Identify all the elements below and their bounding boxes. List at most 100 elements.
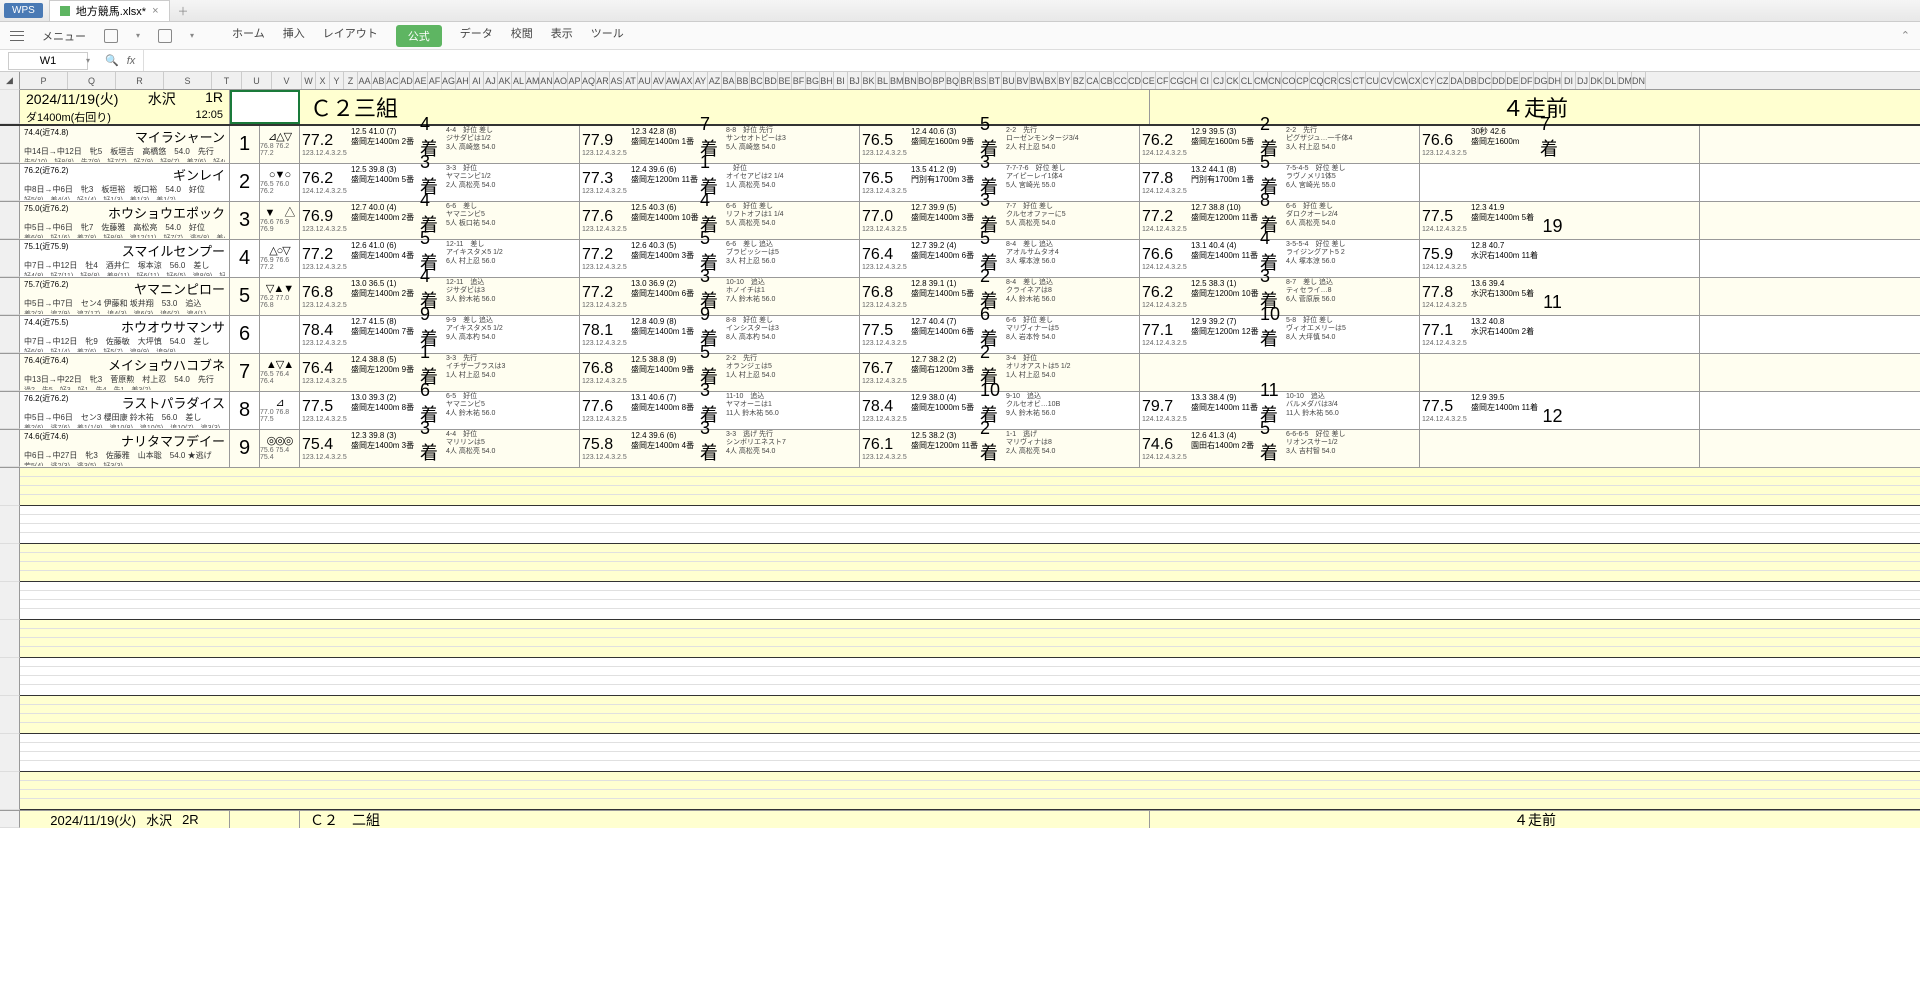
menu-ツール[interactable]: ツール [591,25,624,47]
col-header[interactable]: DH [1548,72,1562,89]
col-header[interactable]: CY [1422,72,1436,89]
row-header[interactable] [0,126,20,163]
col-header[interactable]: AT [624,72,638,89]
col-header[interactable]: P [20,72,68,89]
col-header[interactable]: AX [680,72,694,89]
col-header[interactable]: S [164,72,212,89]
add-tab-icon[interactable]: ＋ [178,3,189,19]
collapse-icon[interactable]: ⌃ [1901,29,1910,42]
row-header[interactable] [0,620,20,658]
selected-cell[interactable] [230,90,300,124]
col-header[interactable]: DJ [1576,72,1590,89]
col-header[interactable]: BB [736,72,750,89]
menu-表示[interactable]: 表示 [551,25,573,47]
col-header[interactable]: AK [498,72,512,89]
col-header[interactable]: BD [764,72,778,89]
col-header[interactable]: AN [540,72,554,89]
col-header[interactable]: DA [1450,72,1464,89]
undo-icon[interactable] [158,29,172,43]
col-header[interactable]: BY [1058,72,1072,89]
row-header[interactable] [0,468,20,506]
hamburger-icon[interactable] [10,31,24,41]
col-header[interactable]: CZ [1436,72,1450,89]
col-header[interactable]: BQ [946,72,960,89]
formula-input[interactable] [143,50,1920,71]
row-header[interactable] [0,734,20,772]
col-header[interactable]: BU [1002,72,1016,89]
col-header[interactable]: DK [1590,72,1604,89]
row-header[interactable] [0,772,20,810]
row-header[interactable] [0,658,20,696]
col-header[interactable]: CJ [1212,72,1226,89]
row-header[interactable] [0,544,20,582]
col-header[interactable]: BV [1016,72,1030,89]
col-header[interactable]: BC [750,72,764,89]
row-header[interactable] [0,164,20,201]
col-header[interactable]: CW [1394,72,1408,89]
col-header[interactable]: DL [1604,72,1618,89]
col-header[interactable]: CF [1156,72,1170,89]
row-header[interactable] [0,506,20,544]
col-header[interactable]: BW [1030,72,1044,89]
col-header[interactable]: CX [1408,72,1422,89]
col-header[interactable]: BZ [1072,72,1086,89]
col-header[interactable]: AI [470,72,484,89]
col-header[interactable]: CD [1128,72,1142,89]
col-header[interactable]: AV [652,72,666,89]
col-header[interactable]: CG [1170,72,1184,89]
col-header[interactable]: BK [862,72,876,89]
col-header[interactable]: CL [1240,72,1254,89]
col-header[interactable]: CM [1254,72,1268,89]
menu-ホーム[interactable]: ホーム [232,25,265,47]
col-header[interactable]: W [302,72,316,89]
row-header[interactable] [0,582,20,620]
row-header[interactable] [0,696,20,734]
col-header[interactable]: AS [610,72,624,89]
col-header[interactable]: DM [1618,72,1632,89]
row-header[interactable] [0,392,20,429]
col-header[interactable]: CR [1324,72,1338,89]
col-header[interactable]: AG [442,72,456,89]
col-header[interactable]: CE [1142,72,1156,89]
col-header[interactable]: BT [988,72,1002,89]
col-header[interactable]: BA [722,72,736,89]
menu-データ[interactable]: データ [460,25,493,47]
col-header[interactable]: AQ [582,72,596,89]
col-header[interactable]: DD [1492,72,1506,89]
col-header[interactable]: DG [1534,72,1548,89]
col-header[interactable]: U [242,72,272,89]
col-header[interactable]: AB [372,72,386,89]
col-header[interactable]: AZ [708,72,722,89]
dropdown-icon[interactable]: ▾ [190,31,194,40]
col-header[interactable]: BF [792,72,806,89]
col-header[interactable]: BN [904,72,918,89]
col-header[interactable]: CH [1184,72,1198,89]
zoom-icon[interactable]: 🔍 [105,54,119,67]
menu-挿入[interactable]: 挿入 [283,25,305,47]
col-header[interactable]: CK [1226,72,1240,89]
row-header[interactable] [0,278,20,315]
col-header[interactable]: DE [1506,72,1520,89]
col-header[interactable]: BG [806,72,820,89]
col-header[interactable]: AC [386,72,400,89]
col-header[interactable]: AW [666,72,680,89]
col-header[interactable]: BI [834,72,848,89]
col-header[interactable]: CB [1100,72,1114,89]
col-header[interactable]: BE [778,72,792,89]
col-header[interactable]: BS [974,72,988,89]
col-header[interactable]: BP [932,72,946,89]
col-header[interactable]: DN [1632,72,1646,89]
name-box[interactable] [8,52,88,70]
row-header[interactable] [0,202,20,239]
col-header[interactable]: CA [1086,72,1100,89]
col-header[interactable]: AH [456,72,470,89]
col-header[interactable]: AO [554,72,568,89]
col-header[interactable]: Z [344,72,358,89]
col-header[interactable]: AA [358,72,372,89]
row-header[interactable] [0,430,20,467]
row-header[interactable] [0,354,20,391]
col-header[interactable]: BL [876,72,890,89]
col-header[interactable]: CC [1114,72,1128,89]
close-icon[interactable]: × [152,5,158,17]
col-header[interactable]: Q [68,72,116,89]
